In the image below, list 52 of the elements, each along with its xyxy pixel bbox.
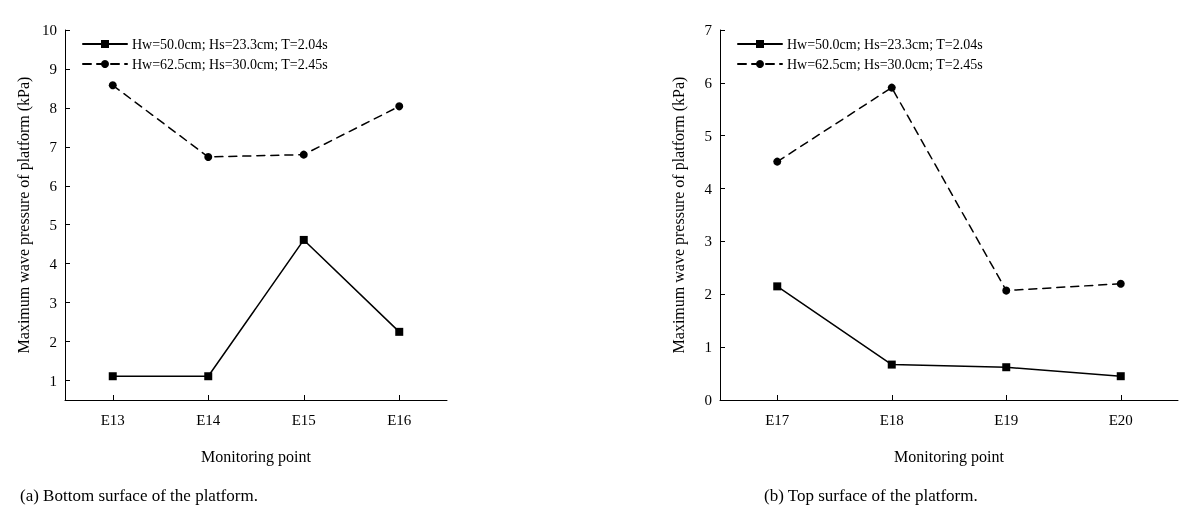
text: (b) Top surface of the platform. [764,486,978,505]
x-tick-label: E15 [291,411,316,428]
y-tick-label: 8 [49,99,57,116]
y-axis-title: Maximum wave pressure of platform (kPa) [14,76,33,354]
point [299,150,308,159]
y-tick-label: 4 [704,180,713,197]
y-axis-title: Maximum wave pressure of platform (kPa) [669,76,688,354]
point [1002,286,1011,295]
y-tick-label: 5 [704,127,712,144]
point [108,81,117,90]
y-tick-label: 2 [49,333,57,350]
x-tick-label: E18 [879,411,904,428]
legend-label: Hw=62.5cm; Hs=30.0cm; T=2.45s [787,56,983,72]
x-tick-label: E19 [994,411,1019,428]
y-tick-label: 1 [49,372,57,389]
point [773,282,782,291]
x-tick-label: E13 [100,411,125,428]
point [1116,279,1125,288]
point [395,327,404,336]
x-tick-label: E14 [196,411,221,428]
legend-label: Hw=62.5cm; Hs=30.0cm; T=2.45s [132,56,328,72]
x-axis-title: Monitoring point [894,447,1005,466]
point [1002,363,1011,372]
x-axis-title: Monitoring point [201,447,312,466]
y-tick-label: 10 [42,22,57,38]
x-tick-label: E17 [765,411,790,428]
y-tick-label: 9 [49,60,57,77]
legend-label: Hw=50.0cm; Hs=23.3cm; T=2.04s [132,36,328,52]
point [108,372,117,381]
y-tick-label: 3 [704,233,712,250]
y-tick-label: 0 [704,392,712,408]
point [204,152,213,161]
text: (a) Bottom surface of the platform. [20,486,258,505]
point [204,372,213,381]
point [887,360,896,369]
point [395,102,404,111]
point [887,83,896,92]
y-tick-label: 3 [49,294,57,311]
y-tick-label: 2 [704,286,712,303]
y-tick-label: 6 [704,74,713,91]
x-tick-label: E16 [387,411,412,428]
legend-label: Hw=50.0cm; Hs=23.3cm; T=2.04s [787,36,983,52]
y-tick-label: 7 [704,22,713,38]
y-tick-label: 4 [49,255,58,272]
y-tick-label: 1 [704,339,712,356]
point [1116,372,1125,381]
point [773,157,782,166]
y-tick-label: 5 [49,216,57,233]
y-tick-label: 7 [49,138,58,155]
x-tick-label: E20 [1108,411,1133,428]
point [299,235,308,244]
y-tick-label: 6 [49,177,58,194]
